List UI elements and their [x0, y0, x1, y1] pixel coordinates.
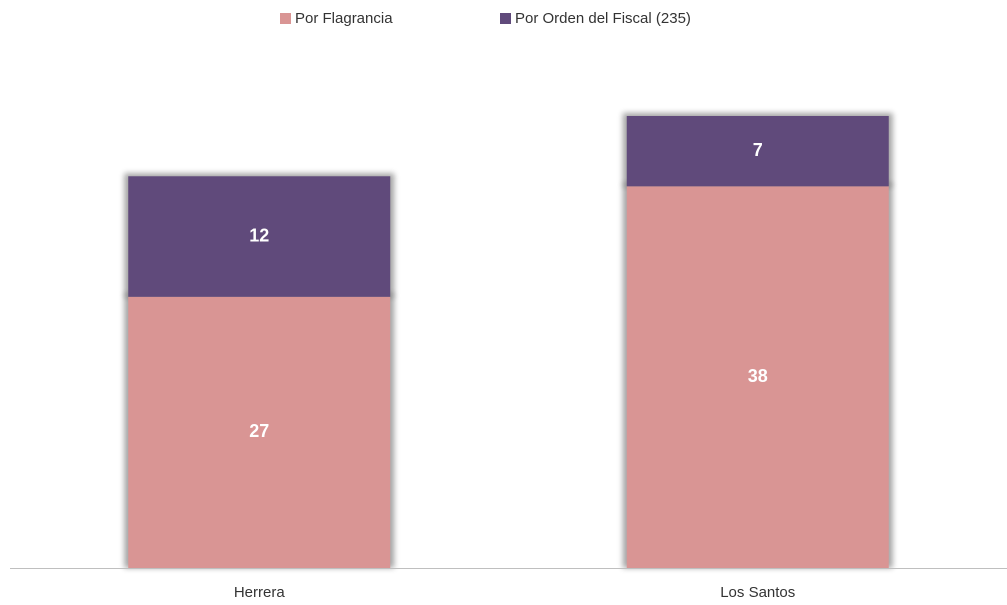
legend-swatch [280, 13, 291, 24]
legend-label: Por Orden del Fiscal (235) [515, 10, 691, 27]
data-label: 38 [748, 366, 768, 386]
legend-label: Por Flagrancia [295, 10, 393, 27]
legend-swatch [500, 13, 511, 24]
data-label: 12 [249, 225, 269, 245]
data-label: 27 [249, 421, 269, 441]
x-tick-label: Herrera [234, 584, 286, 601]
data-label: 7 [753, 140, 763, 160]
bar-segment [626, 116, 889, 187]
bar-segment [128, 176, 391, 297]
x-tick-label: Los Santos [720, 584, 795, 601]
bar-segment [128, 296, 391, 568]
bar-segment [626, 186, 889, 569]
